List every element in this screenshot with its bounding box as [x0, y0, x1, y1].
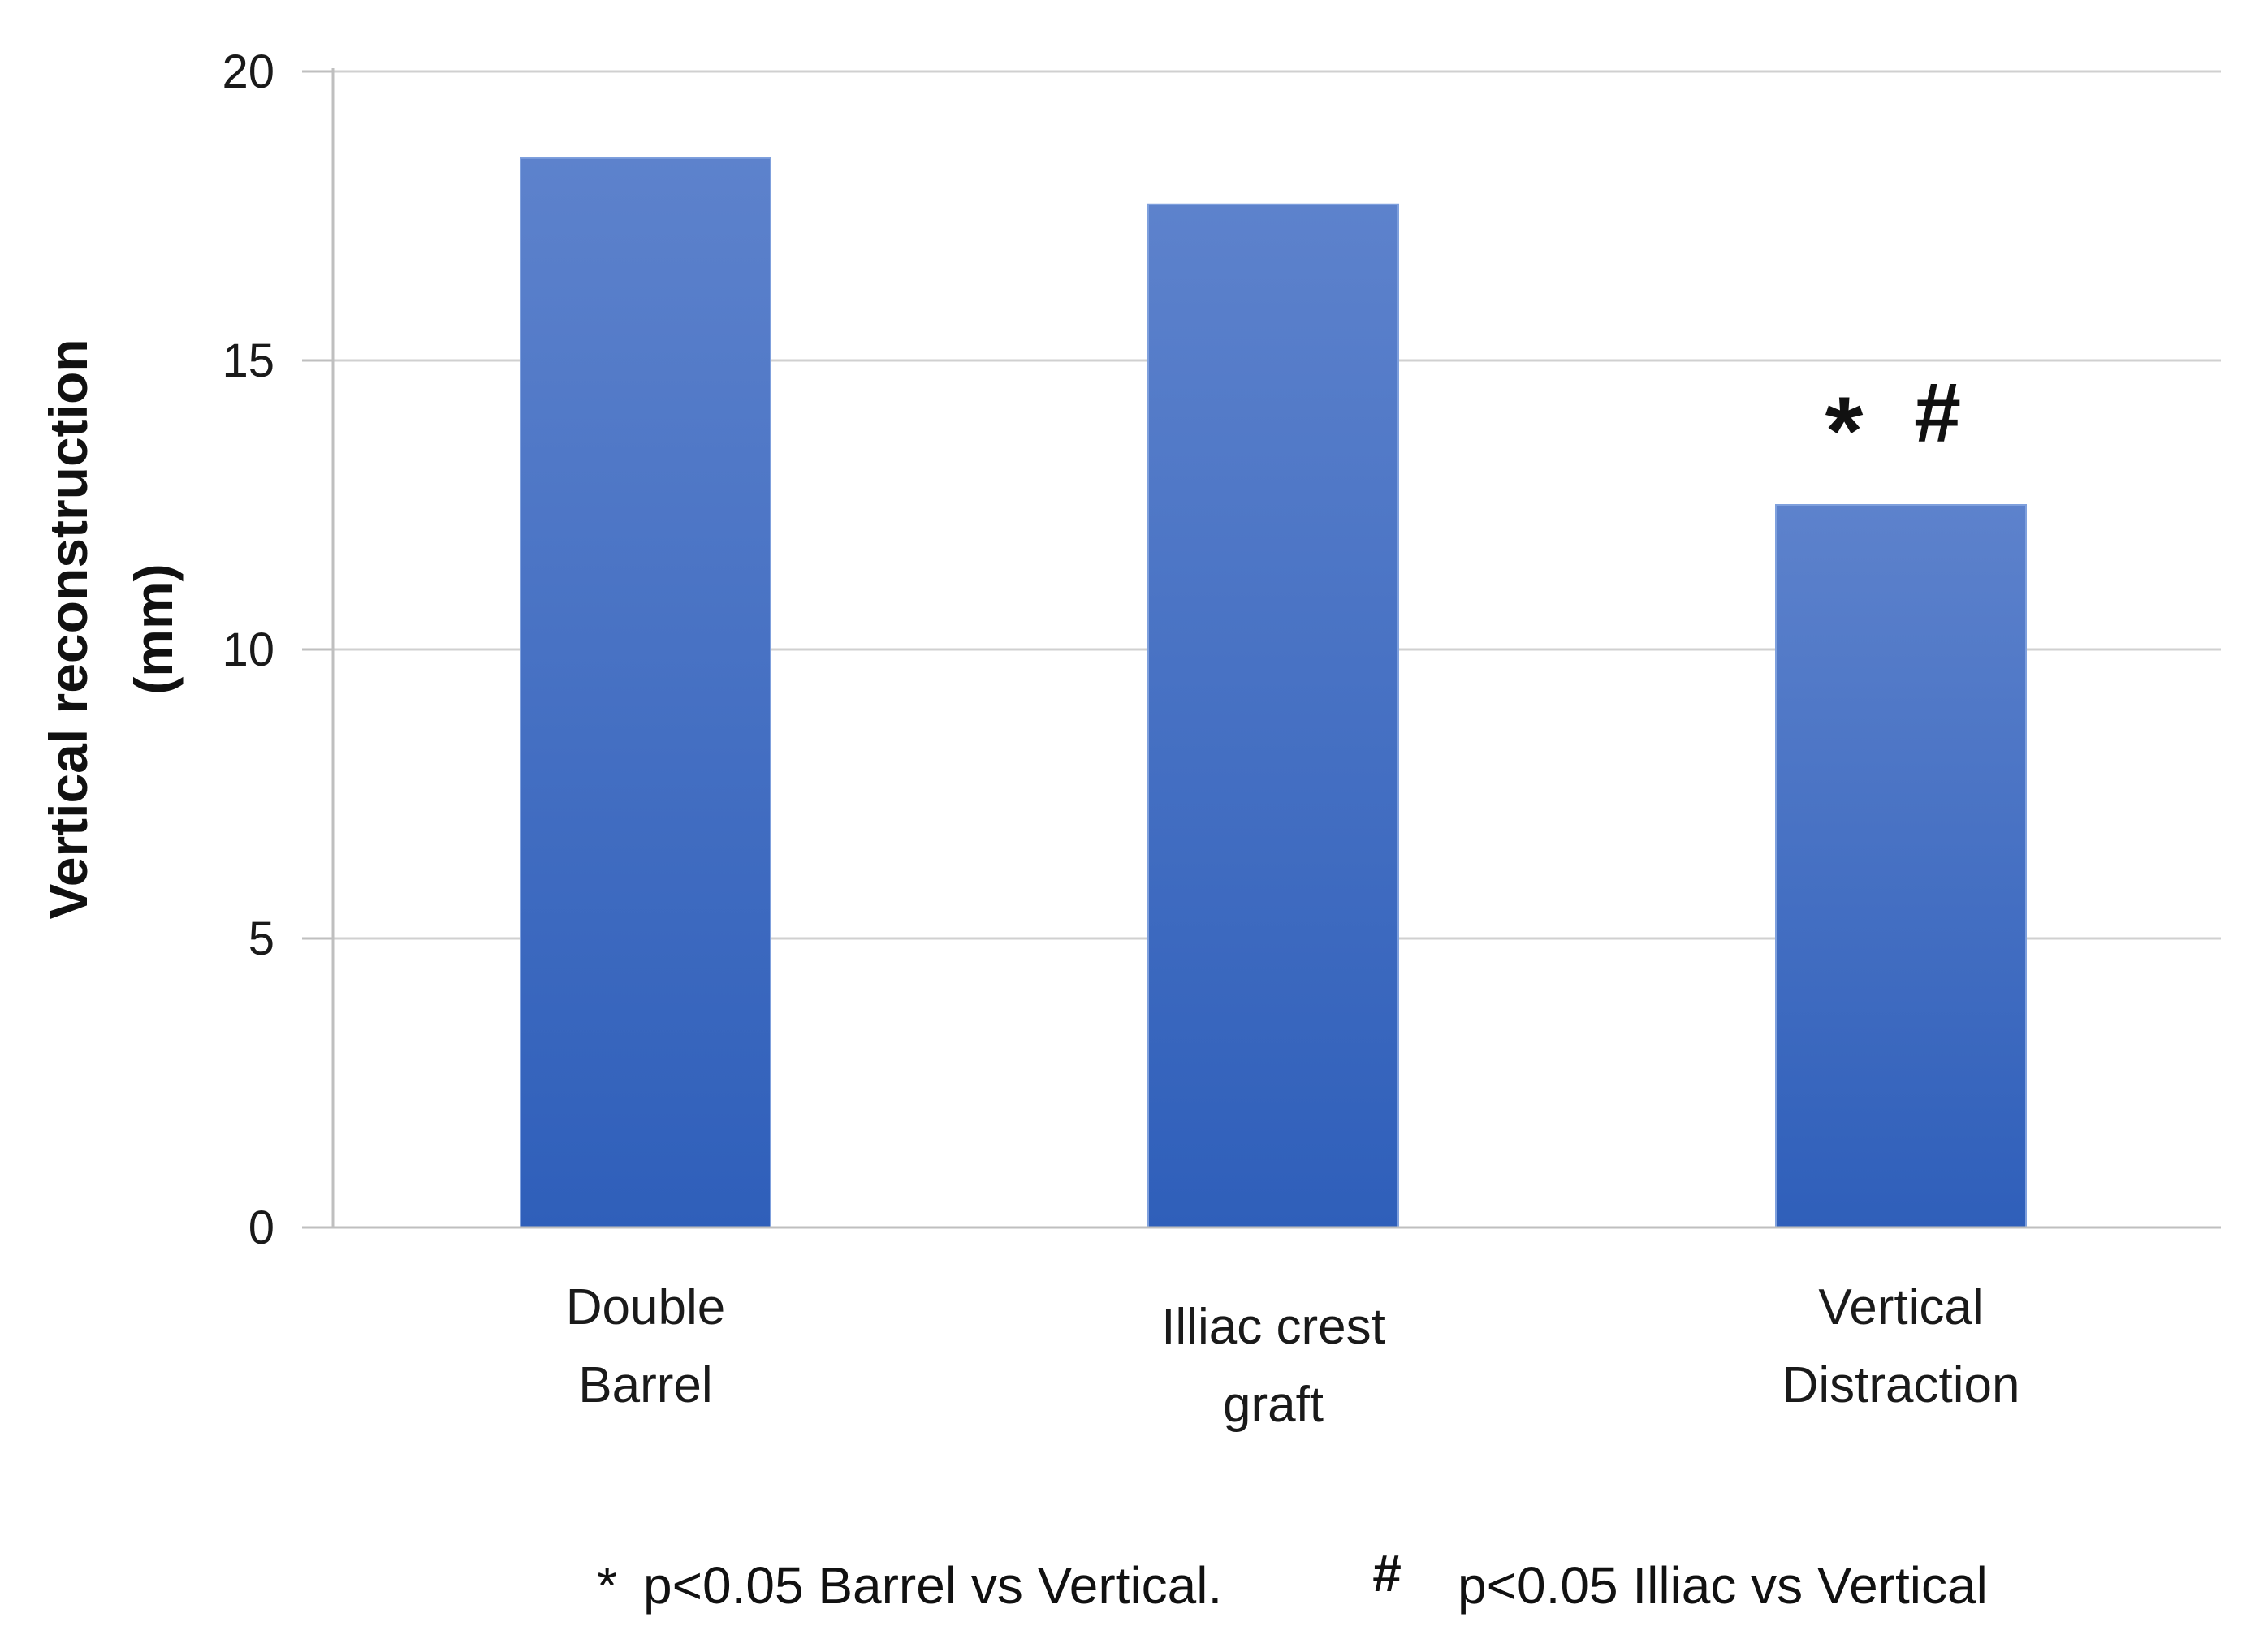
- y-tick-label: 0: [248, 1201, 274, 1254]
- y-axis-title-line: (mm): [123, 563, 184, 694]
- x-category-label: Double Barrel: [566, 1279, 725, 1413]
- annotation-layer: * #: [1825, 366, 1961, 485]
- bar: [1147, 203, 1399, 1228]
- x-category-label-line: Illiac crest: [1161, 1299, 1385, 1355]
- y-axis-title: Vertical reconstruction (mm): [38, 339, 184, 919]
- x-category-label-line: graft: [1223, 1377, 1324, 1433]
- x-category-label: Illiac crest graft: [1161, 1299, 1385, 1433]
- significance-asterisk: *: [1825, 377, 1864, 485]
- significance-hash: #: [1914, 366, 1961, 460]
- y-tick-label: 20: [222, 45, 274, 98]
- x-category-label-line: Vertical: [1818, 1279, 1983, 1335]
- bar: [1775, 504, 2027, 1228]
- bars-layer: [520, 157, 2027, 1228]
- x-category-label: Vertical Distraction: [1782, 1279, 2020, 1413]
- y-tick-label: 5: [248, 912, 274, 965]
- footnote-illiac-vs-vertical: p<0.05 Illiac vs Vertical: [1458, 1556, 1988, 1615]
- y-axis-title-text: Vertical reconstruction (mm): [38, 339, 184, 919]
- x-category-label-line: Barrel: [578, 1357, 712, 1413]
- footnote-asterisk-symbol: *: [597, 1556, 617, 1615]
- y-tick-label: 15: [222, 334, 274, 387]
- labels-layer: 0 5 10 15 20 Double Barrel Illiac crest graft Ver…: [222, 45, 2020, 1433]
- y-tick-label: 10: [222, 623, 274, 676]
- bar: [520, 157, 771, 1228]
- x-category-label-line: Distraction: [1782, 1357, 2020, 1413]
- footnote-barrel-vs-vertical: p<0.05 Barrel vs Vertical.: [643, 1556, 1222, 1615]
- axis-layer: [302, 68, 2221, 1229]
- y-axis-title-line: Vertical reconstruction: [38, 339, 98, 919]
- footnote: * p<0.05 Barrel vs Vertical. # p<0.05 Illia…: [597, 1544, 1988, 1615]
- footnote-hash-symbol: #: [1372, 1544, 1402, 1602]
- x-category-label-line: Double: [566, 1279, 725, 1335]
